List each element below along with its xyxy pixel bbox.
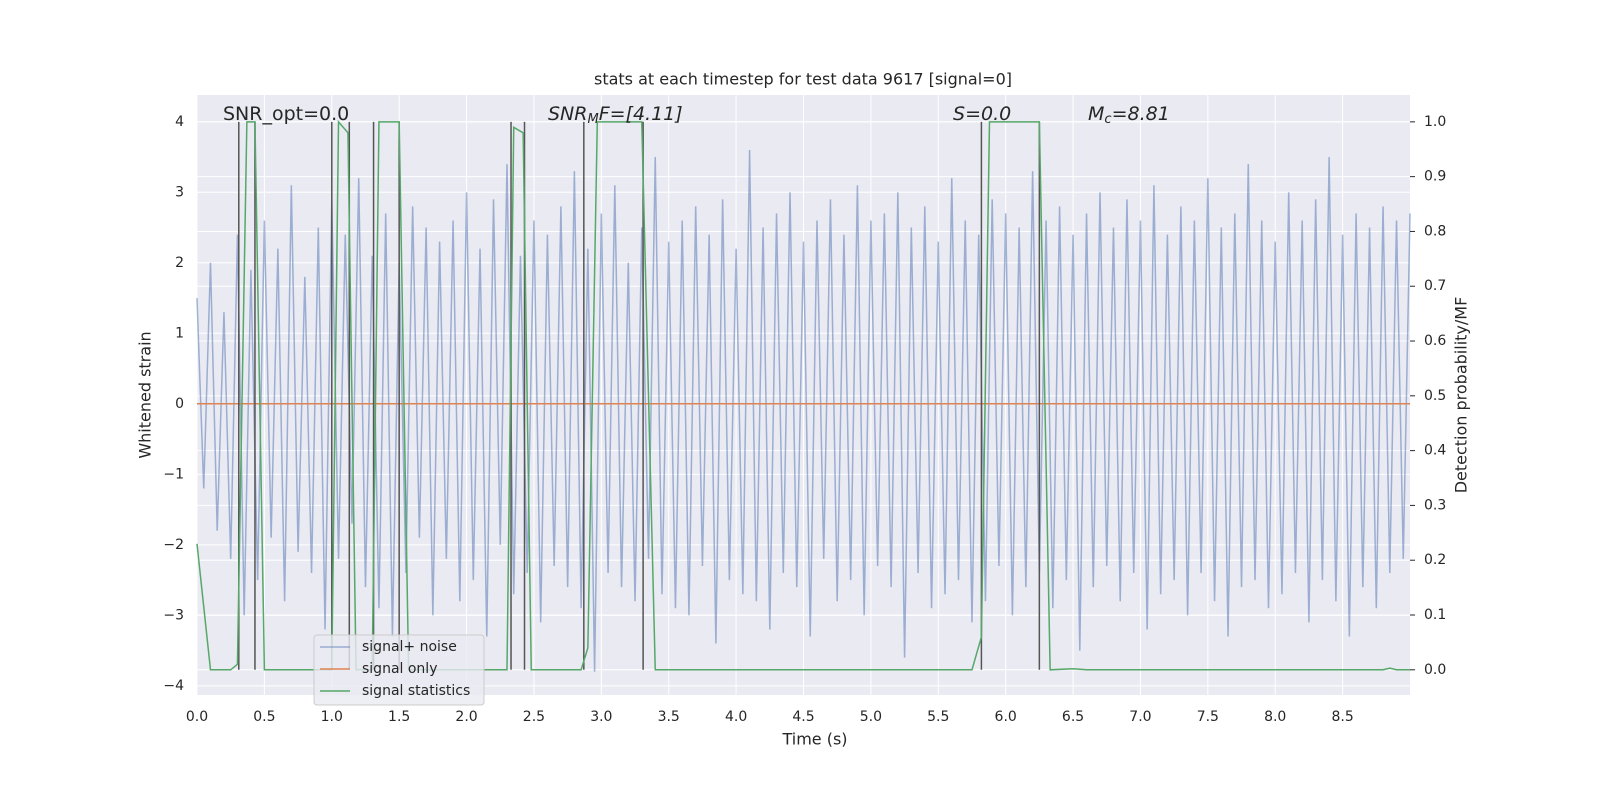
x-tick-label: 3.5	[658, 709, 680, 725]
y-tick-label: 3	[175, 184, 184, 200]
y-tick-label: −4	[163, 678, 184, 694]
x-tick-label: 5.0	[860, 709, 882, 725]
annotation-text: =8.81	[1112, 103, 1170, 125]
x-tick-label: 0.0	[186, 709, 208, 725]
y2-tick-label: 0.4	[1424, 443, 1446, 459]
x-tick-label: 6.5	[1062, 709, 1084, 725]
legend-label: signal+ noise	[362, 639, 457, 655]
y-tick-label: −3	[163, 607, 184, 623]
legend-label: signal statistics	[362, 683, 470, 699]
x-tick-label: 7.0	[1129, 709, 1151, 725]
annotation-italic: SNR	[548, 103, 587, 125]
x-tick-label: 2.5	[523, 709, 545, 725]
y-tick-label: 1	[175, 325, 184, 341]
x-tick-label: 5.5	[927, 709, 949, 725]
y2-tick-label: 0.0	[1424, 662, 1446, 678]
annotation: S=0.0	[953, 103, 1011, 125]
annotation-text: F=[4.11]	[599, 103, 683, 125]
annotation: Mc=8.81	[1088, 103, 1170, 127]
y-tick-label: 0	[175, 396, 184, 412]
annotation-sub: M	[587, 112, 598, 127]
x-tick-label: 4.0	[725, 709, 747, 725]
x-tick-label: 3.0	[590, 709, 612, 725]
annotation-italic: S	[953, 103, 965, 125]
x-tick-label: 7.5	[1197, 709, 1219, 725]
legend-box	[313, 634, 485, 706]
y2-tick-label: 0.9	[1424, 169, 1446, 185]
y-tick-label: −2	[163, 537, 184, 553]
y2-tick-label: 0.3	[1424, 497, 1446, 513]
annotation-sub: c	[1104, 112, 1111, 127]
y-tick-label: 4	[175, 114, 184, 130]
x-tick-label: 0.5	[253, 709, 275, 725]
series-line	[196, 119, 1410, 671]
y2-tick-label: 0.6	[1424, 333, 1446, 349]
y2-tick-label: 0.7	[1424, 278, 1446, 294]
annotation-text: =0.0	[965, 103, 1011, 125]
y-tick-label: 2	[175, 255, 184, 271]
y2-tick-label: 0.5	[1424, 388, 1446, 404]
chart-title: stats at each timestep for test data 961…	[594, 70, 1012, 89]
y-axis-label: Whitened strain	[136, 331, 155, 458]
y2-axis-label: Detection probability/MF	[1452, 297, 1471, 494]
y2-tick-label: 0.2	[1424, 552, 1446, 568]
y2-tick-label: 0.1	[1424, 607, 1446, 623]
annotation-text: SNR_opt=0.0	[223, 103, 349, 125]
y2-tick-label: 1.0	[1424, 114, 1446, 130]
y2-tick-label: 0.8	[1424, 223, 1446, 239]
x-tick-label: 8.0	[1264, 709, 1286, 725]
annotation: SNR_opt=0.0	[223, 103, 349, 125]
legend-label: signal only	[362, 661, 437, 677]
x-tick-label: 2.0	[455, 709, 477, 725]
x-axis-label: Time (s)	[781, 730, 847, 749]
x-tick-label: 8.5	[1331, 709, 1353, 725]
y-tick-label: −1	[163, 466, 184, 482]
x-tick-label: 1.0	[321, 709, 343, 725]
x-tick-label: 6.0	[995, 709, 1017, 725]
x-tick-label: 1.5	[388, 709, 410, 725]
annotation: SNRMF=[4.11]	[548, 103, 683, 127]
x-tick-label: 4.5	[792, 709, 814, 725]
annotation-italic: M	[1088, 103, 1104, 125]
